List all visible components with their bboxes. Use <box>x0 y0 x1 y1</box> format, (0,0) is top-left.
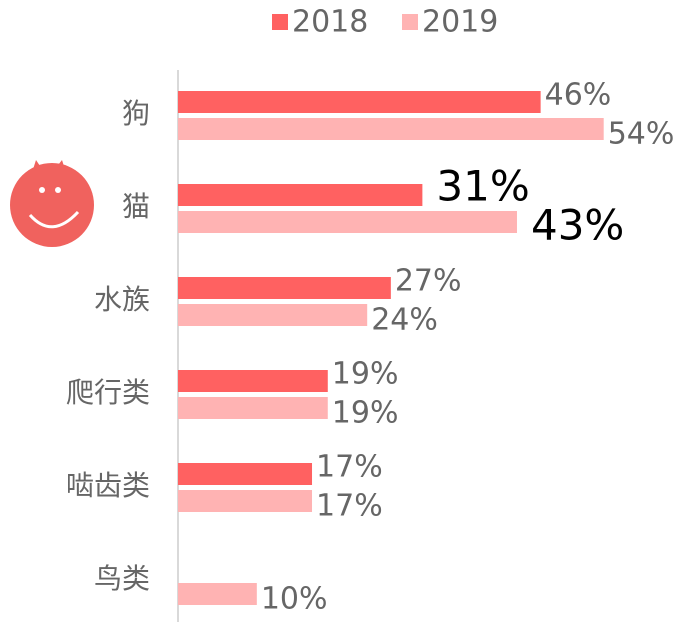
value-label: 31% <box>436 162 529 211</box>
value-label: 46% <box>545 78 612 113</box>
category-label: 水族 <box>94 283 150 316</box>
value-label: 24% <box>371 303 438 338</box>
value-label: 54% <box>608 117 675 152</box>
category-label: 爬行类 <box>66 376 150 409</box>
category-label: 啮齿类 <box>66 469 150 502</box>
bar <box>178 118 604 140</box>
value-label: 19% <box>332 396 399 431</box>
legend-label: 2019 <box>422 5 498 40</box>
value-label: 10% <box>261 582 328 617</box>
category-label: 狗 <box>122 97 150 130</box>
legend-swatch <box>272 14 288 30</box>
category-label: 猫 <box>122 190 150 223</box>
cat-icon <box>10 160 94 247</box>
bar <box>178 490 313 512</box>
bar <box>178 91 541 113</box>
bar <box>178 370 328 392</box>
value-label: 43% <box>531 201 624 250</box>
bar <box>178 277 391 299</box>
value-label: 17% <box>316 489 383 524</box>
bar <box>178 397 328 419</box>
value-label: 19% <box>332 357 399 392</box>
legend-swatch <box>402 14 418 30</box>
category-label: 鸟类 <box>94 562 150 595</box>
legend-label: 2018 <box>292 5 368 40</box>
value-label: 17% <box>316 450 383 485</box>
bar <box>178 583 257 605</box>
bar <box>178 463 313 485</box>
bar <box>178 211 517 233</box>
bar <box>178 304 368 326</box>
value-label: 27% <box>395 264 462 299</box>
bar <box>178 184 423 206</box>
